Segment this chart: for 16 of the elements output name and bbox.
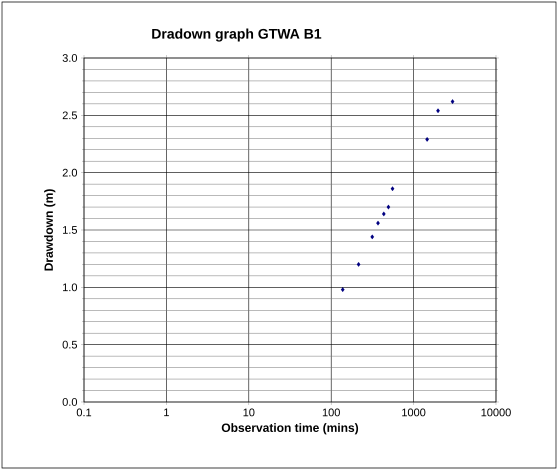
y-tick-label: 0.0	[62, 398, 78, 406]
x-axis-title: Observation time (mins)	[222, 423, 358, 434]
y-tick-label: 0.5	[62, 340, 78, 349]
y-tick-label: 1.0	[63, 283, 78, 292]
y-axis-title: Drawdown (m)	[44, 189, 56, 271]
x-tick-label: 10	[244, 408, 254, 416]
x-tick-label: 0.1	[76, 408, 92, 416]
y-tick-label: 2.0	[62, 168, 78, 177]
x-tick-label: 1000	[402, 408, 426, 416]
x-tick-label: 10000	[482, 408, 511, 416]
y-tick-label: 1.5	[63, 226, 78, 234]
chart-title: Dradown graph GTWA B1	[152, 28, 322, 42]
x-tick-label: 1	[164, 408, 169, 416]
y-tick-label: 2.5	[62, 111, 78, 120]
y-tick-label: 3.0	[62, 54, 78, 62]
x-tick-label: 100	[322, 408, 340, 416]
